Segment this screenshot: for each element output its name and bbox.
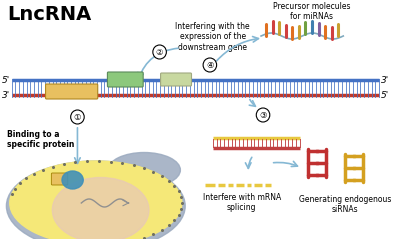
- Circle shape: [203, 58, 217, 72]
- Ellipse shape: [62, 171, 83, 189]
- Text: 5': 5': [2, 76, 10, 85]
- Text: Generating endogenous
siRNAs: Generating endogenous siRNAs: [299, 195, 391, 214]
- Circle shape: [71, 110, 84, 124]
- Ellipse shape: [108, 152, 180, 188]
- Text: ②: ②: [156, 48, 163, 56]
- Text: 3': 3': [2, 91, 10, 99]
- Ellipse shape: [10, 161, 182, 239]
- Text: ③: ③: [259, 110, 267, 120]
- Text: ①: ①: [74, 113, 81, 121]
- Text: Binding to a
specific protein: Binding to a specific protein: [7, 130, 74, 149]
- Circle shape: [256, 108, 270, 122]
- Text: Interfering with the
expression of the
downstream gene: Interfering with the expression of the d…: [176, 22, 250, 52]
- Circle shape: [153, 45, 166, 59]
- FancyBboxPatch shape: [160, 73, 192, 86]
- Text: Precursor molecules
for miRNAs: Precursor molecules for miRNAs: [273, 2, 350, 22]
- Ellipse shape: [52, 178, 149, 239]
- Text: LncRNA: LncRNA: [7, 5, 91, 24]
- Text: ④: ④: [206, 60, 214, 70]
- Text: 5': 5': [381, 91, 389, 99]
- Text: 3': 3': [381, 76, 389, 85]
- Text: Interfere with mRNA
splicing: Interfere with mRNA splicing: [203, 193, 281, 212]
- FancyBboxPatch shape: [46, 84, 98, 99]
- FancyBboxPatch shape: [108, 72, 143, 87]
- FancyBboxPatch shape: [51, 173, 68, 185]
- Ellipse shape: [6, 161, 185, 239]
